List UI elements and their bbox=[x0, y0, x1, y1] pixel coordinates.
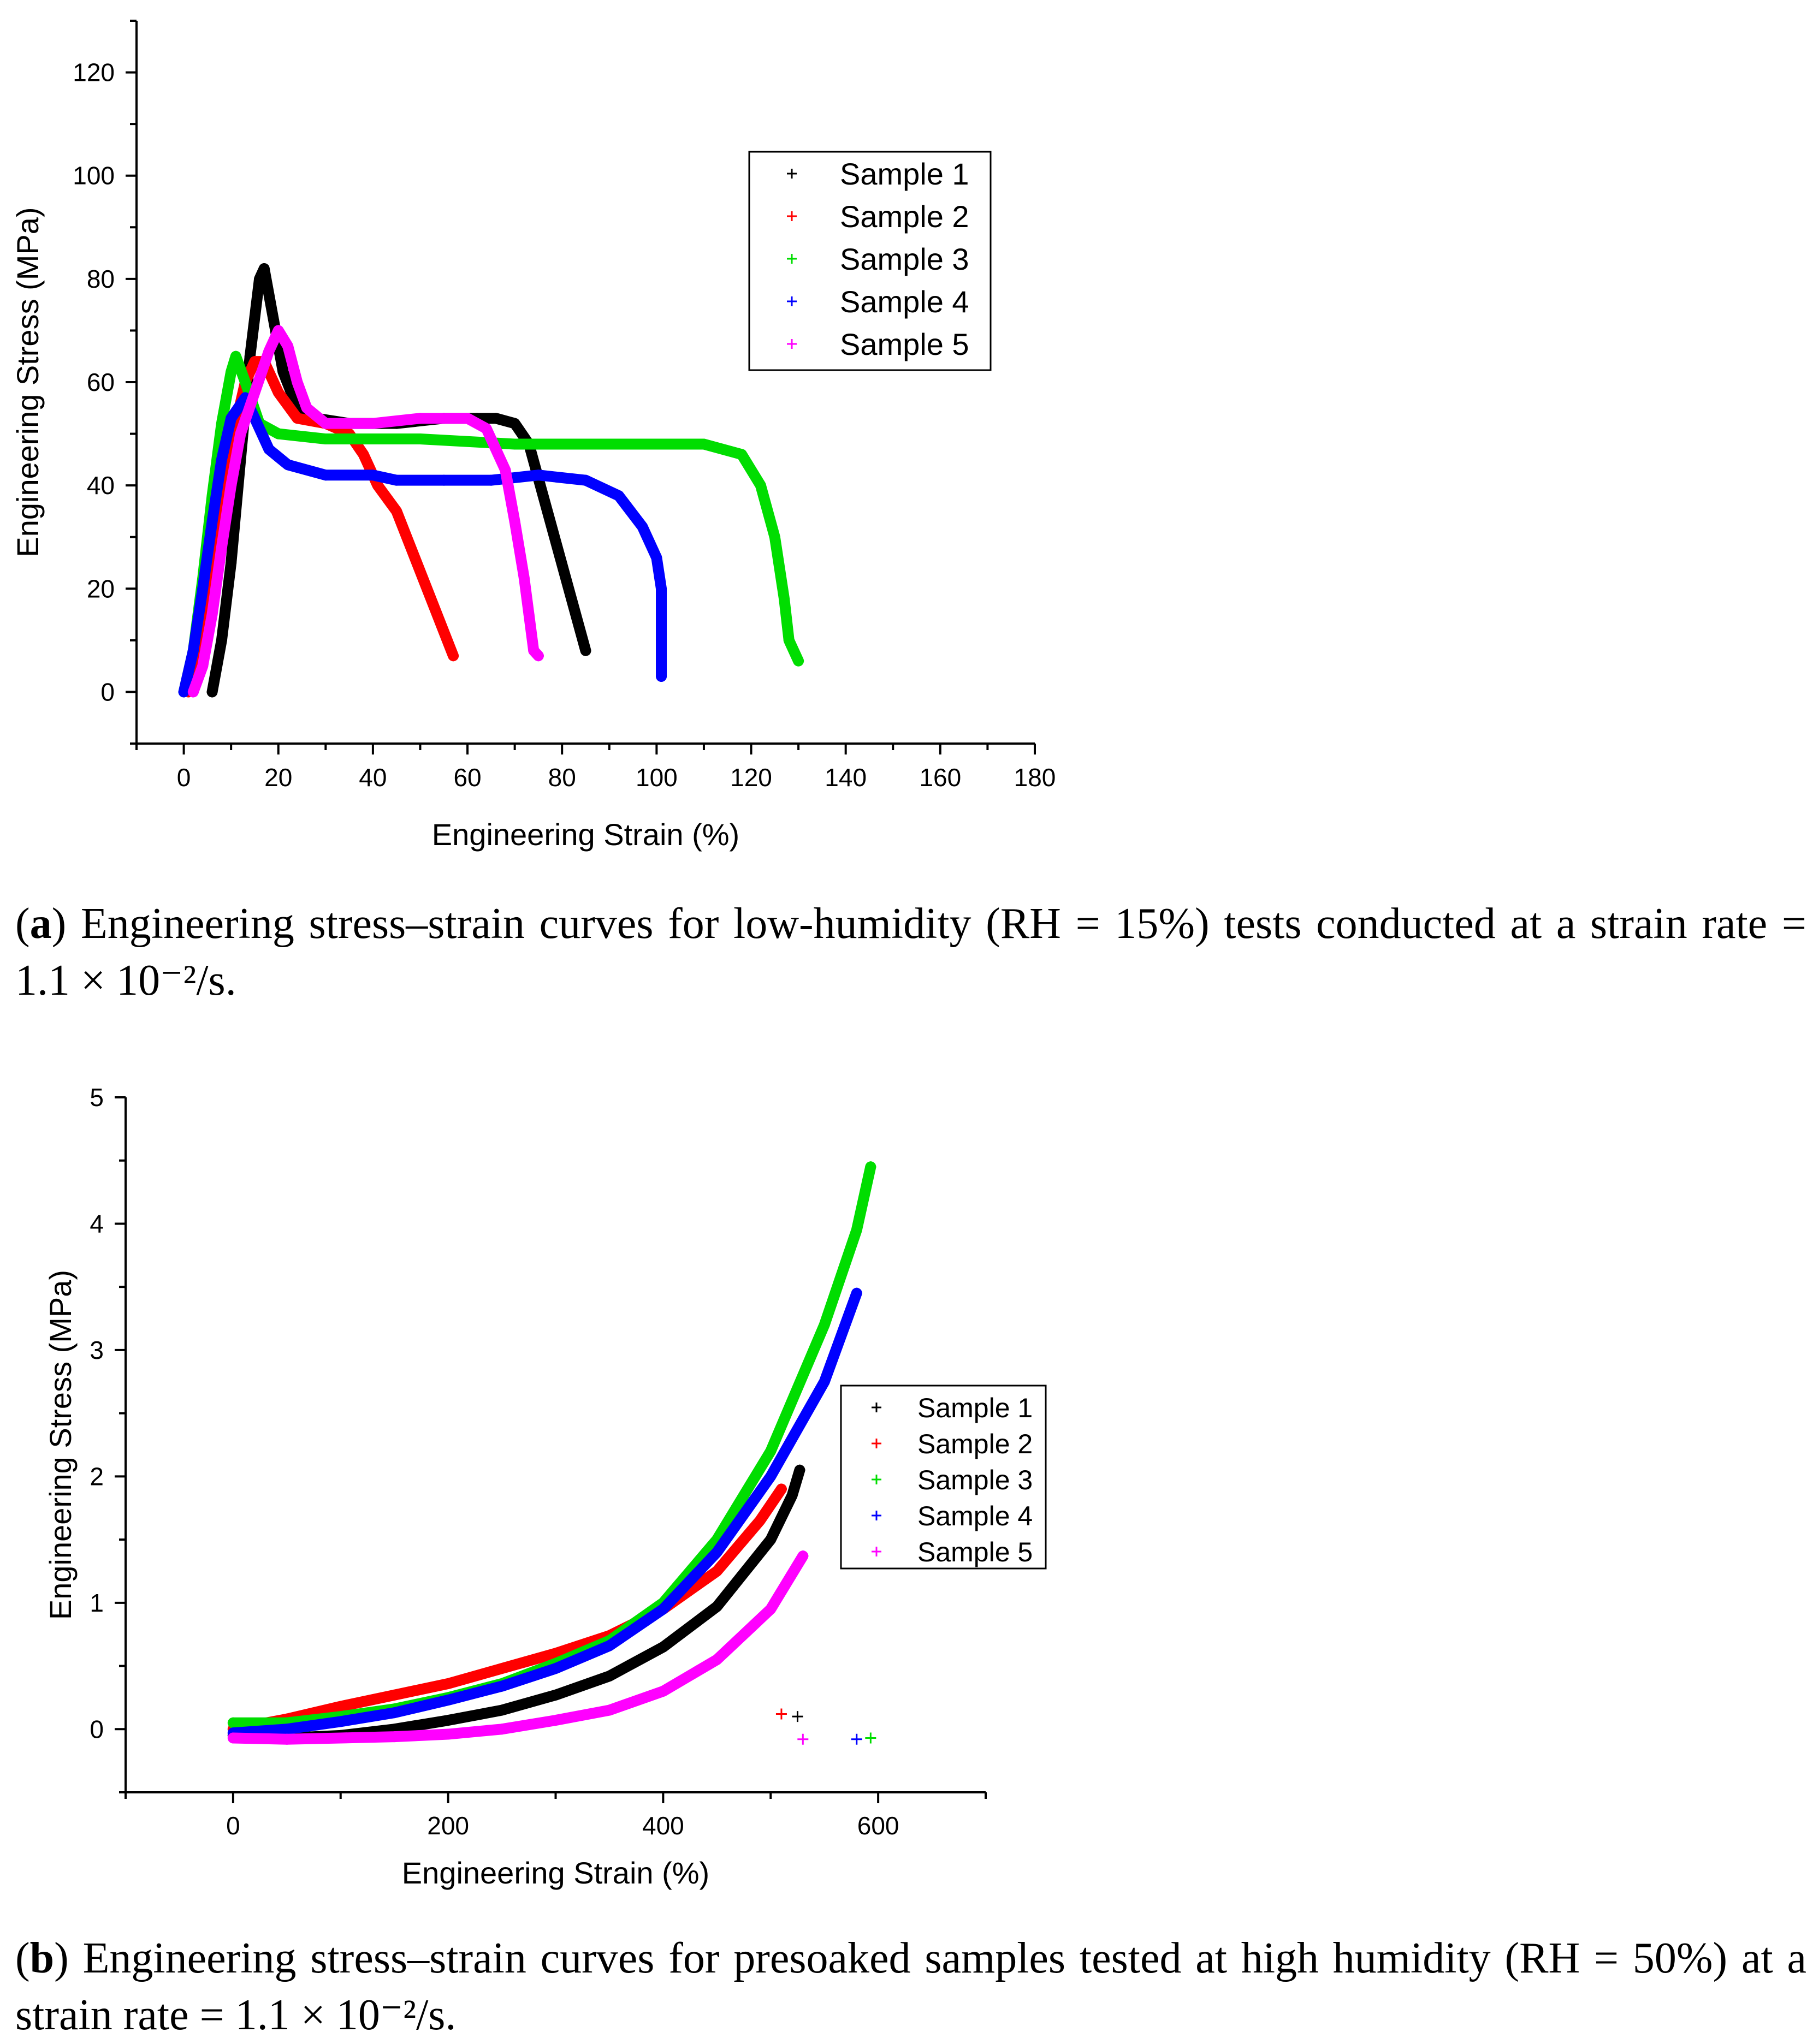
y-tick-label: 20 bbox=[87, 574, 115, 603]
x-tick-label: 0 bbox=[226, 1811, 240, 1840]
y-tick-label: 2 bbox=[90, 1462, 104, 1490]
y-tick-label: 5 bbox=[90, 1083, 104, 1112]
y-axis-title: Engineering Stress (MPa) bbox=[10, 207, 45, 557]
caption-a-label: a bbox=[30, 900, 52, 948]
x-tick-label: 120 bbox=[730, 763, 772, 792]
legend-label: Sample 4 bbox=[840, 284, 969, 319]
caption-a-text: ) Engineering stress–strain curves for l… bbox=[15, 900, 1806, 1005]
x-tick-label: 160 bbox=[919, 763, 961, 792]
y-axis-title: Engineering Stress (MPa) bbox=[43, 1270, 78, 1620]
y-tick-label: 4 bbox=[90, 1209, 104, 1238]
outlier-point bbox=[797, 1734, 808, 1745]
outlier-point bbox=[865, 1732, 876, 1743]
y-tick-label: 0 bbox=[100, 678, 115, 706]
caption-b-text: ) Engineering stress–strain curves for p… bbox=[15, 1934, 1806, 2039]
series-line bbox=[233, 1167, 870, 1722]
x-tick-label: 180 bbox=[1014, 763, 1056, 792]
y-tick-label: 60 bbox=[87, 368, 115, 396]
y-tick-label: 40 bbox=[87, 471, 115, 500]
legend-label: Sample 5 bbox=[917, 1537, 1033, 1567]
y-tick-label: 100 bbox=[73, 162, 115, 190]
legend-label: Sample 3 bbox=[917, 1465, 1033, 1495]
chart-b: 0 200 400 600 0 1 2 3 4 5 Engineering Strain (%) En… bbox=[0, 1048, 1819, 1922]
x-tick-label: 20 bbox=[264, 763, 292, 792]
x-axis-title: Engineering Strain (%) bbox=[432, 817, 739, 852]
legend-label: Sample 2 bbox=[917, 1429, 1033, 1459]
series-3 bbox=[179, 351, 804, 698]
legend-label: Sample 2 bbox=[840, 199, 969, 234]
legend-label: Sample 4 bbox=[917, 1501, 1033, 1531]
series-line bbox=[233, 1470, 800, 1738]
outlier-point bbox=[776, 1708, 787, 1719]
legend-label: Sample 1 bbox=[917, 1393, 1033, 1423]
y-tick-label: 120 bbox=[73, 58, 115, 87]
legend-label: Sample 3 bbox=[840, 242, 969, 276]
x-tick-label: 100 bbox=[636, 763, 678, 792]
x-tick-label: 40 bbox=[359, 763, 387, 792]
y-tick-label: 1 bbox=[90, 1589, 104, 1617]
x-tick-label: 600 bbox=[857, 1811, 899, 1840]
caption-b-label: b bbox=[30, 1934, 55, 1982]
series-1 bbox=[228, 1465, 805, 1744]
legend: Sample 1 Sample 2 Sample 3 Sample 4 Sample 5 bbox=[841, 1386, 1046, 1568]
x-axis-title: Engineering Strain (%) bbox=[402, 1856, 709, 1890]
outlier-point bbox=[792, 1711, 803, 1722]
legend: Sample 1 Sample 2 Sample 3 Sample 4 Sample 5 bbox=[749, 152, 991, 370]
legend-label: Sample 5 bbox=[840, 327, 969, 361]
series-line bbox=[184, 356, 799, 692]
caption-a: (a) Engineering stress–strain curves for… bbox=[15, 895, 1806, 1009]
y-tick-label: 80 bbox=[87, 265, 115, 293]
series-line bbox=[233, 1489, 781, 1730]
x-tick-label: 60 bbox=[453, 763, 481, 792]
legend-label: Sample 1 bbox=[840, 157, 969, 191]
x-tick-label: 80 bbox=[548, 763, 576, 792]
x-tick-label: 200 bbox=[427, 1811, 469, 1840]
chart-a: 0 20 40 60 80 100 120 140 160 180 0 20 40 60 80 100 120 E… bbox=[0, 0, 1819, 884]
x-tick-label: 0 bbox=[177, 763, 191, 792]
outlier-point bbox=[851, 1734, 862, 1745]
series-2 bbox=[228, 1484, 787, 1735]
x-tick-label: 140 bbox=[825, 763, 867, 792]
y-tick-label: 3 bbox=[90, 1336, 104, 1364]
x-tick-label: 400 bbox=[642, 1811, 684, 1840]
caption-b: (b) Engineering stress–strain curves for… bbox=[15, 1930, 1806, 2043]
y-tick-label: 0 bbox=[90, 1715, 104, 1743]
